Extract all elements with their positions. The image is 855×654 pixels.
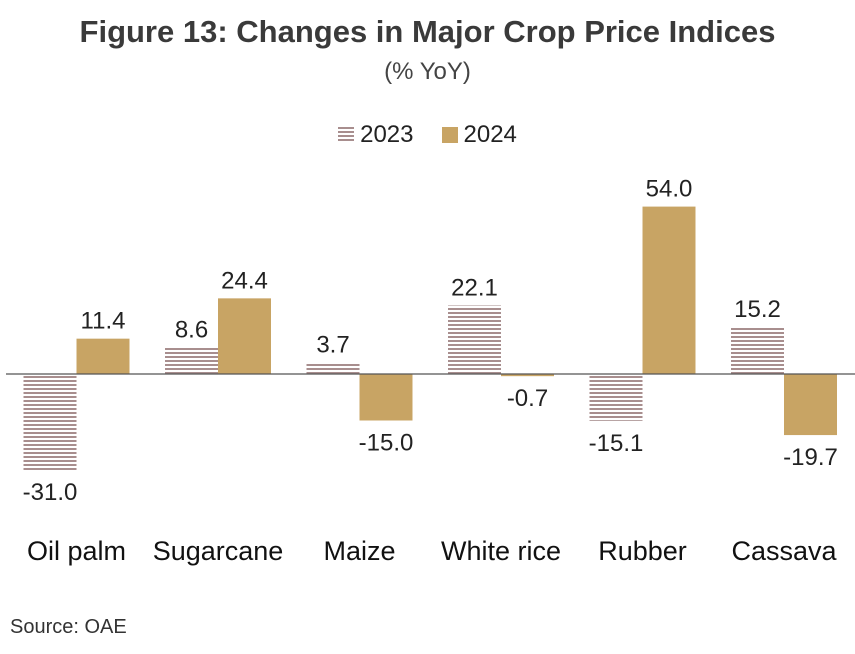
chart-subtitle: (% YoY)	[384, 58, 471, 85]
value-label-cassava-2024: -19.7	[783, 444, 838, 471]
legend-item-2023: 2023	[338, 121, 414, 149]
chart-title: Figure 13: Changes in Major Crop Price I…	[79, 14, 776, 49]
value-labels-layer: -31.0 11.4 8.6 24.4 3.7 -15.0 22.1 -0.7 -15.1 54.…	[23, 176, 838, 507]
bar-maize-2023	[306, 362, 360, 374]
legend-label-2024: 2024	[463, 121, 517, 148]
category-label-oil-palm: Oil palm	[27, 536, 126, 566]
category-labels-layer: Oil palm Sugarcane Maize White rice Rubber Ca…	[27, 536, 838, 566]
value-label-cassava-2023: 15.2	[734, 296, 781, 323]
bar-oil-palm-2024	[76, 338, 130, 374]
legend-swatch-2024	[441, 127, 458, 143]
legend-label-2023: 2023	[360, 121, 414, 148]
value-label-rubber-2023: -15.1	[589, 430, 644, 457]
bar-white-rice-2024	[501, 374, 554, 377]
value-label-sugarcane-2023: 8.6	[175, 316, 208, 343]
category-label-cassava: Cassava	[731, 536, 837, 566]
source-note: Source: OAE	[10, 616, 127, 638]
bar-white-rice-2023	[448, 305, 501, 374]
bar-rubber-2023	[589, 374, 643, 421]
category-label-rubber: Rubber	[598, 536, 687, 566]
value-label-oil-palm-2024: 11.4	[81, 308, 126, 335]
value-label-maize-2023: 3.7	[316, 332, 349, 359]
legend-swatch-2023	[338, 127, 355, 143]
value-label-white-rice-2024: -0.7	[507, 385, 548, 412]
category-label-maize: Maize	[323, 536, 395, 566]
bar-sugarcane-2024	[218, 298, 271, 374]
bar-cassava-2024	[784, 374, 837, 436]
value-label-rubber-2024: 54.0	[646, 176, 693, 203]
category-label-sugarcane: Sugarcane	[153, 536, 284, 566]
legend: 2023 2024	[0, 121, 855, 149]
bar-maize-2024	[359, 374, 413, 421]
bar-rubber-2024	[642, 206, 696, 374]
legend-item-2024: 2024	[441, 121, 517, 149]
bar-sugarcane-2023	[165, 347, 218, 374]
category-label-white-rice: White rice	[441, 536, 561, 566]
value-label-maize-2024: -15.0	[359, 430, 414, 457]
value-label-white-rice-2023: 22.1	[451, 274, 498, 301]
value-label-sugarcane-2024: 24.4	[221, 267, 268, 294]
bar-oil-palm-2023	[23, 374, 77, 471]
value-label-oil-palm-2023: -31.0	[23, 479, 78, 506]
bar-cassava-2023	[731, 326, 784, 374]
bars-layer	[23, 206, 837, 471]
